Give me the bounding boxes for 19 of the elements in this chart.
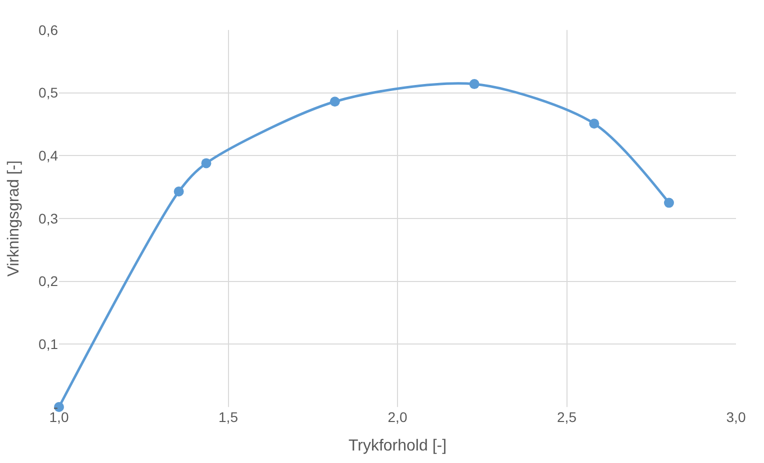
point — [664, 198, 674, 208]
point — [201, 158, 212, 168]
x-tick-label: 2,0 — [388, 409, 408, 425]
point — [469, 79, 480, 90]
y-tick-label: 0,4 — [38, 148, 58, 164]
y-tick-label: 0,5 — [38, 84, 58, 101]
y-axis-title: Virkningsgrad [-] — [5, 160, 22, 277]
point — [54, 402, 64, 412]
y-tick-label: 0,3 — [38, 210, 58, 226]
y-tick-label: 0,1 — [38, 336, 58, 352]
x-axis-title: Trykforhold [-] — [348, 438, 447, 455]
y-tick-label: 0,2 — [38, 273, 58, 290]
y-tick-label: 0,6 — [38, 22, 58, 38]
point — [330, 96, 340, 107]
x-tick-label: 3,0 — [726, 409, 746, 425]
x-tick-label: 1,5 — [218, 409, 238, 425]
point — [174, 186, 184, 196]
x-tick-label: 2,5 — [557, 409, 577, 425]
point — [589, 118, 600, 129]
